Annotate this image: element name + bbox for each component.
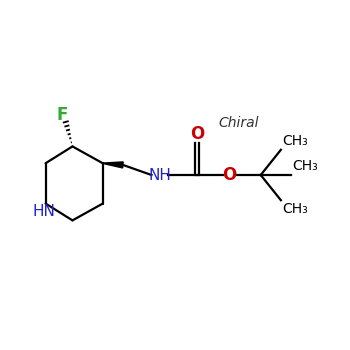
Text: F: F [56,105,68,124]
Text: Chiral: Chiral [219,116,259,130]
Polygon shape [103,162,123,168]
Text: HN: HN [33,204,55,219]
Text: NH: NH [148,168,171,182]
Text: O: O [190,125,204,143]
Text: O: O [222,166,236,184]
Text: CH₃: CH₃ [293,159,318,173]
Text: CH₃: CH₃ [282,202,308,216]
Text: CH₃: CH₃ [282,134,308,148]
